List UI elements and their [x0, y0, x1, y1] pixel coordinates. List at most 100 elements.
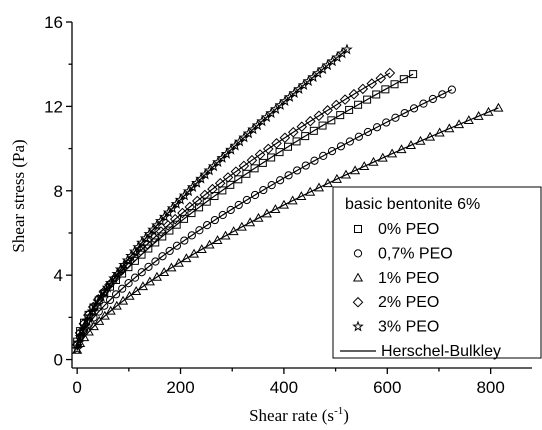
data-point: [428, 94, 437, 104]
data-point: [165, 246, 174, 256]
data-point: [313, 110, 325, 122]
data-point: [284, 142, 293, 151]
data-point: [262, 143, 274, 155]
data-point: [305, 115, 316, 127]
data-point: [493, 102, 504, 112]
data-point: [207, 183, 218, 195]
data-point: [108, 272, 120, 284]
data-point: [214, 177, 226, 189]
data-point: [305, 186, 316, 196]
data-point: [366, 78, 378, 89]
y-tick-label: 4: [54, 266, 63, 285]
legend-symbol: [352, 320, 364, 332]
data-point: [71, 342, 83, 354]
x-tick-label: 400: [270, 378, 298, 397]
data-point: [118, 284, 127, 293]
data-point: [159, 267, 170, 277]
data-point: [118, 258, 130, 270]
data-point: [287, 195, 298, 205]
data-point: [287, 126, 299, 138]
data-point: [238, 160, 250, 172]
y-tick-label: 0: [54, 351, 63, 370]
data-point: [191, 195, 203, 207]
data-point: [162, 220, 174, 231]
data-point: [313, 182, 325, 192]
data-point: [137, 281, 149, 291]
data-point: [83, 326, 94, 336]
data-point: [184, 201, 196, 213]
x-axis-title-main: Shear rate (s: [249, 406, 334, 425]
data-point: [301, 132, 310, 141]
data-point: [169, 213, 181, 225]
data-point: [151, 238, 160, 247]
data-point: [137, 250, 146, 259]
data-point: [267, 153, 276, 162]
data-point: [172, 220, 181, 229]
legend-symbol: [354, 225, 362, 233]
data-point: [242, 169, 251, 178]
data-point: [254, 149, 266, 160]
data-point: [220, 230, 231, 240]
y-axis-title: Shear stress (Pa): [9, 139, 28, 252]
data-point: [270, 204, 281, 214]
legend-entry: 2% PEO: [352, 294, 439, 311]
data-point: [331, 99, 342, 111]
data-point: [180, 236, 189, 245]
data-point: [188, 248, 200, 258]
x-tick-label: 600: [373, 378, 401, 397]
data-point: [483, 106, 494, 116]
data-point: [132, 241, 144, 253]
data-point: [341, 43, 353, 55]
data-point: [275, 148, 284, 157]
data-point: [284, 171, 293, 180]
data-point: [144, 244, 153, 253]
data-point: [111, 267, 123, 279]
data-point: [210, 192, 219, 201]
y-tick-label: 8: [54, 182, 63, 201]
data-point: [104, 276, 117, 288]
data-point: [218, 186, 227, 195]
data-point: [434, 127, 445, 137]
data-point: [79, 320, 91, 332]
data-point: [124, 279, 133, 288]
data-point: [377, 152, 388, 162]
data-point: [372, 123, 382, 132]
plot-content: [71, 43, 504, 354]
data-point: [81, 315, 94, 327]
data-point: [322, 178, 333, 188]
data-point: [382, 118, 391, 127]
data-point: [399, 75, 408, 84]
data-point: [72, 336, 85, 348]
x-axis-title: Shear rate (s-1): [249, 405, 349, 425]
data-point: [296, 191, 307, 201]
data-point: [391, 113, 400, 122]
legend-entry: 1% PEO: [352, 270, 439, 287]
legend-entry: 0,7% PEO: [353, 245, 453, 262]
data-point: [409, 104, 419, 113]
data-point: [340, 169, 352, 179]
data-point: [196, 244, 207, 254]
data-point: [309, 126, 318, 135]
data-point: [86, 305, 99, 317]
data-point: [234, 175, 243, 184]
data-point: [166, 262, 177, 272]
data-point: [444, 123, 455, 133]
data-point: [165, 226, 174, 235]
data-point: [118, 295, 129, 305]
data-point: [128, 245, 141, 257]
data-point: [105, 295, 115, 305]
legend-label: 0% PEO: [378, 221, 439, 238]
x-axis-title-close: ): [343, 406, 349, 425]
legend-symbol: [352, 296, 364, 308]
data-point: [172, 241, 182, 250]
legend-entry: 3% PEO: [352, 319, 439, 336]
data-point: [246, 154, 258, 166]
data-point: [271, 138, 282, 149]
data-point: [250, 190, 260, 200]
data-point: [267, 181, 276, 190]
data-point: [400, 108, 409, 118]
data-point: [250, 164, 259, 173]
data-point: [84, 310, 96, 322]
data-point: [195, 226, 204, 235]
data-point: [230, 166, 242, 177]
